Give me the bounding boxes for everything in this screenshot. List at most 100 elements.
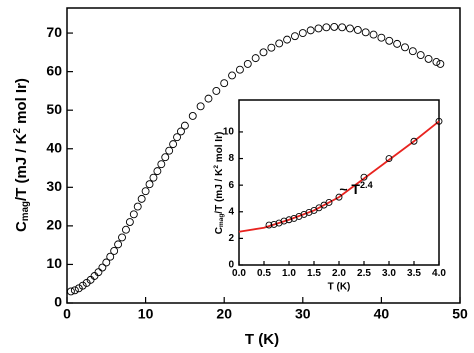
x-tick-label: 10: [138, 306, 154, 322]
x-tick-label: 0.0: [232, 268, 246, 279]
data-point: [416, 51, 425, 59]
data-point: [133, 202, 142, 211]
data-point: [141, 187, 150, 196]
x-axis-label: T (K): [245, 331, 279, 348]
y-tick-label: 0: [228, 260, 234, 271]
data-point: [114, 240, 123, 249]
data-point: [314, 24, 323, 33]
y-tick-label: 8: [228, 153, 234, 164]
data-point: [285, 216, 293, 224]
y-axis-label: Cmag/T (mJ / K2 mol Ir): [12, 78, 31, 232]
data-point: [360, 173, 368, 181]
data-point: [267, 43, 276, 52]
data-point: [110, 246, 119, 255]
data-point: [298, 29, 307, 38]
x-tick-label: 0: [63, 306, 71, 322]
y-axis-label-part: C: [214, 227, 225, 234]
y-axis-label-part: mag: [218, 214, 225, 227]
data-point: [259, 48, 268, 57]
y-axis-label: Cmag/T (mJ / K2 mol Ir): [213, 132, 226, 235]
y-tick-label: 0: [54, 294, 62, 310]
y-axis-label-part: mol Ir): [214, 132, 225, 165]
data-point: [346, 24, 354, 33]
annotation-part: 2.4: [360, 180, 374, 190]
data-point: [137, 194, 146, 203]
y-tick-label: 10: [46, 255, 62, 271]
data-point: [353, 26, 362, 34]
data-point: [322, 23, 331, 32]
data-point: [212, 86, 221, 95]
data-point: [401, 43, 409, 52]
data-point: [265, 221, 273, 229]
data-point: [78, 281, 87, 290]
data-point: [149, 173, 158, 182]
x-tick-label: 1.0: [282, 268, 296, 279]
data-point: [220, 79, 229, 88]
data-point: [74, 284, 83, 293]
data-point: [385, 155, 393, 162]
data-point: [157, 160, 166, 169]
y-axis-label-part: C: [13, 221, 30, 232]
data-point: [436, 59, 445, 68]
y-axis-label-part: 2: [213, 165, 220, 169]
data-point: [169, 140, 178, 149]
data-point: [204, 94, 213, 103]
data-point: [280, 217, 288, 225]
data-point: [432, 58, 441, 66]
data-point: [161, 153, 170, 162]
data-point: [102, 258, 111, 267]
x-tick-label: 1.5: [307, 268, 321, 279]
data-point: [118, 233, 126, 242]
data-point: [180, 121, 189, 130]
data-point: [393, 39, 402, 48]
data-point: [173, 133, 181, 142]
data-point: [290, 32, 299, 41]
y-tick-label: 6: [228, 180, 234, 191]
x-tick-label: 2.0: [332, 268, 346, 279]
data-point: [275, 39, 284, 48]
data-point: [338, 23, 347, 32]
x-tick-label: 30: [295, 306, 311, 322]
data-point: [153, 167, 162, 176]
y-tick-label: 30: [46, 178, 62, 194]
data-point: [196, 102, 205, 111]
annotation: ~ T2.4: [339, 180, 373, 196]
x-tick-label: 3.5: [407, 268, 421, 279]
data-point: [385, 36, 394, 45]
data-point: [177, 127, 185, 136]
data-point: [361, 28, 370, 37]
data-point: [188, 112, 197, 120]
x-tick-label: 0.5: [257, 268, 271, 279]
x-axis-label: T (K): [328, 282, 351, 293]
data-point: [325, 199, 333, 206]
data-point: [270, 220, 278, 228]
data-point: [165, 146, 174, 155]
data-point: [228, 71, 237, 80]
data-point: [335, 193, 343, 201]
data-point: [106, 252, 115, 261]
data-point: [410, 137, 418, 145]
x-tick-label: 4.0: [432, 268, 446, 279]
x-tick-label: 40: [374, 306, 390, 322]
data-point: [330, 22, 339, 31]
data-point: [283, 35, 292, 44]
data-point: [251, 54, 260, 63]
y-tick-label: 20: [46, 217, 62, 233]
y-tick-label: 2: [228, 233, 234, 244]
data-point: [369, 30, 378, 39]
y-axis-label-part: /T (mJ / K: [13, 133, 30, 201]
x-tick-label: 3.0: [382, 268, 396, 279]
data-point: [243, 59, 252, 68]
data-point: [98, 263, 107, 272]
annotation-part: ~ T: [339, 181, 360, 197]
data-point: [121, 225, 130, 234]
data-point: [145, 180, 154, 189]
y-axis-label-part: /T (mJ / K: [214, 168, 225, 214]
data-point: [66, 287, 75, 296]
y-tick-label: 10: [223, 127, 235, 138]
data-point: [424, 54, 433, 63]
x-tick-label: 20: [216, 306, 232, 322]
y-tick-label: 40: [46, 139, 62, 155]
y-tick-label: 50: [46, 101, 62, 117]
